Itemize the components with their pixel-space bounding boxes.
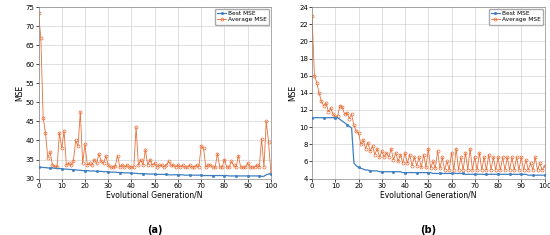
Best MSE xyxy=(142,172,148,175)
Best MSE xyxy=(175,173,182,176)
Average MSE xyxy=(486,153,492,156)
Best MSE xyxy=(541,174,548,176)
Average MSE xyxy=(309,14,315,17)
Average MSE xyxy=(541,164,548,167)
Line: Best MSE: Best MSE xyxy=(38,166,272,177)
Best MSE xyxy=(325,116,332,119)
Best MSE xyxy=(367,169,373,172)
Best MSE xyxy=(258,175,265,178)
Average MSE xyxy=(175,164,182,167)
Best MSE xyxy=(210,174,216,177)
Y-axis label: MSE: MSE xyxy=(289,85,298,101)
Line: Best MSE: Best MSE xyxy=(311,117,545,176)
Average MSE xyxy=(210,166,216,168)
Best MSE xyxy=(483,173,490,176)
Y-axis label: MSE: MSE xyxy=(15,85,24,101)
Average MSE xyxy=(94,162,100,165)
Best MSE xyxy=(525,174,531,176)
Legend: Best MSE, Average MSE: Best MSE, Average MSE xyxy=(489,9,543,25)
Best MSE xyxy=(52,167,58,170)
Average MSE xyxy=(142,149,148,151)
Average MSE xyxy=(441,169,448,172)
Average MSE xyxy=(198,145,205,148)
Best MSE xyxy=(309,116,315,119)
Best MSE xyxy=(94,170,100,173)
Best MSE xyxy=(198,174,205,176)
Best MSE xyxy=(471,173,478,176)
Average MSE xyxy=(52,165,58,168)
Legend: Best MSE, Average MSE: Best MSE, Average MSE xyxy=(215,9,269,25)
Line: Average MSE: Average MSE xyxy=(311,14,546,172)
Best MSE xyxy=(35,166,42,168)
Best MSE xyxy=(448,172,455,175)
Average MSE xyxy=(268,172,274,174)
Average MSE xyxy=(325,110,332,113)
X-axis label: Evolutional Generation/N: Evolutional Generation/N xyxy=(380,190,476,199)
Average MSE xyxy=(474,169,480,172)
Average MSE xyxy=(367,150,373,153)
Text: (a): (a) xyxy=(147,226,162,235)
Best MSE xyxy=(416,171,422,174)
Text: (b): (b) xyxy=(420,226,436,235)
Average MSE xyxy=(416,156,422,159)
Average MSE xyxy=(450,169,457,172)
Average MSE xyxy=(35,11,42,14)
X-axis label: Evolutional Generation/N: Evolutional Generation/N xyxy=(107,190,203,199)
Best MSE xyxy=(268,173,274,176)
Line: Average MSE: Average MSE xyxy=(37,11,272,174)
